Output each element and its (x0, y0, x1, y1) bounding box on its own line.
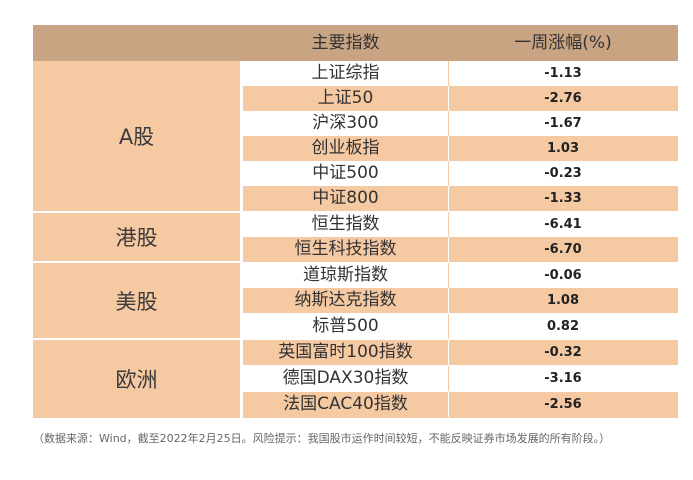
index-name: 纳斯达克指数 (294, 290, 397, 310)
weekly-change-value: -3.16 (544, 371, 582, 386)
group-label: A股 (118, 125, 155, 149)
group-hk-shares: 港股 (33, 213, 240, 263)
index-name: 道琼斯指数 (303, 265, 388, 285)
weekly-change-value: -0.23 (544, 166, 582, 181)
index-name: 中证800 (312, 188, 379, 208)
group-label: 港股 (115, 226, 158, 250)
index-name: 恒生指数 (311, 214, 380, 234)
index-name: 中证500 (312, 163, 379, 183)
table-row: 恒生科技指数 -6.70 (243, 237, 678, 262)
group-a-shares: A股 (33, 61, 240, 213)
table-row: 标普500 0.82 (243, 314, 678, 339)
index-name: 创业板指 (311, 138, 380, 158)
weekly-change-value: -1.33 (544, 191, 582, 206)
weekly-change-value: 0.82 (546, 319, 580, 334)
table-row: 纳斯达克指数 1.08 (243, 288, 678, 313)
table-row: 恒生指数 -6.41 (243, 212, 678, 237)
table-row: 创业板指 1.03 (243, 136, 678, 161)
index-name: 法国CAC40指数 (283, 394, 408, 414)
table-row: 法国CAC40指数 -2.56 (243, 392, 678, 418)
group-europe: 欧洲 (33, 340, 240, 418)
index-name: 恒生科技指数 (294, 239, 397, 259)
header-index-label: 主要指数 (311, 33, 380, 53)
weekly-change-value: -6.70 (544, 242, 582, 257)
index-name: 上证50 (317, 88, 374, 108)
weekly-change-value: -1.67 (544, 116, 582, 131)
source-footnote: （数据来源：Wind，截至2022年2月25日。风险提示：我国股市运作时间较短，… (33, 432, 611, 445)
weekly-change-value: -0.06 (544, 268, 582, 283)
index-name: 德国DAX30指数 (282, 368, 409, 388)
index-name: 英国富时100指数 (278, 342, 413, 362)
weekly-change-value: 1.08 (546, 293, 580, 308)
table-row: 中证500 -0.23 (243, 161, 678, 186)
weekly-change-value: -6.41 (544, 217, 582, 232)
table-row: 德国DAX30指数 -3.16 (243, 366, 678, 391)
group-us-shares: 美股 (33, 263, 240, 340)
weekly-change-value: -2.56 (544, 397, 582, 412)
table-row: 道琼斯指数 -0.06 (243, 263, 678, 288)
table-row: 上证50 -2.76 (243, 86, 678, 111)
index-name: 沪深300 (312, 113, 379, 133)
weekly-change-value: -0.32 (544, 345, 582, 360)
group-label: 美股 (115, 289, 158, 314)
index-name: 标普500 (312, 316, 379, 336)
index-name: 上证综指 (311, 63, 380, 83)
header-change-label: 一周涨幅(%) (514, 33, 612, 53)
group-label: 欧洲 (115, 368, 158, 392)
table-header: 主要指数 一周涨幅(%) (33, 25, 678, 61)
weekly-change-value: -1.13 (544, 66, 582, 81)
weekly-change-value: 1.03 (546, 141, 580, 156)
table-row: 沪深300 -1.67 (243, 111, 678, 136)
table-row: 英国富时100指数 -0.32 (243, 340, 678, 365)
table-row: 上证综指 -1.13 (243, 61, 678, 86)
table-row: 中证800 -1.33 (243, 186, 678, 211)
weekly-change-value: -2.76 (544, 91, 582, 106)
